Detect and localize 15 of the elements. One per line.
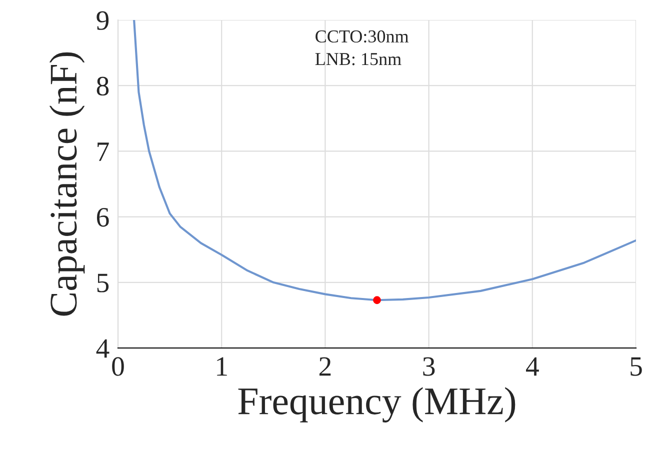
y-tick-label: 7 bbox=[98, 142, 109, 161]
x-tick-label: 4 bbox=[526, 357, 539, 376]
y-axis-title: Capacitance (nF) bbox=[49, 52, 85, 316]
y-tick-label: 4 bbox=[96, 339, 110, 358]
x-tick-label: 1 bbox=[217, 357, 227, 376]
x-tick-label: 3 bbox=[423, 357, 435, 376]
y-tick-label: 8 bbox=[96, 76, 109, 96]
annotation: CCTO:30nm LNB: 15nm bbox=[315, 30, 409, 66]
y-tick-label: 9 bbox=[96, 11, 109, 30]
x-tick-label: 0 bbox=[112, 357, 124, 376]
x-tick-label: 5 bbox=[630, 357, 642, 376]
x-tick-label: 2 bbox=[319, 357, 331, 376]
y-tick-label: 5 bbox=[97, 274, 109, 292]
x-axis-title: Frequency (MHz) bbox=[238, 387, 516, 422]
y-tick-label: 6 bbox=[96, 208, 109, 227]
